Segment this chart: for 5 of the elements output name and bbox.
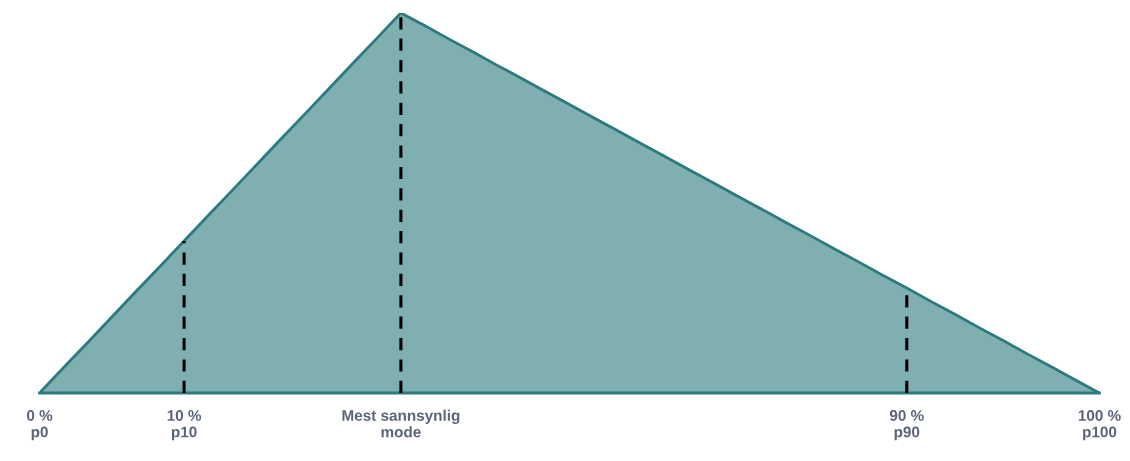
- x-tick-label: 10 % p10: [167, 410, 202, 441]
- x-tick-label: Mest sannsynlig mode: [342, 409, 460, 438]
- x-tick-label: 90 % p90: [889, 410, 924, 441]
- x-tick-label: 100 % p100: [1078, 410, 1121, 441]
- x-tick-label: 0 % p0: [26, 410, 53, 441]
